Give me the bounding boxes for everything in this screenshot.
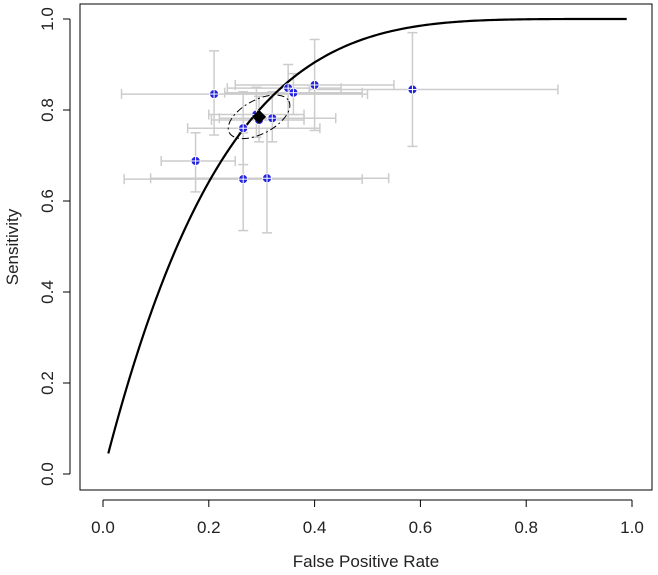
y-axis-title: Sensitivity — [3, 208, 22, 285]
y-tick-label: 0.0 — [38, 462, 57, 486]
y-axis — [63, 18, 71, 475]
study-6-point — [238, 123, 249, 134]
study-11-point — [238, 174, 249, 185]
study-4-point — [309, 80, 320, 90]
confidence-ellipse-layer — [227, 94, 291, 140]
study-10-point — [190, 156, 201, 166]
y-tick-label: 0.8 — [38, 98, 57, 122]
error-bars — [120, 31, 559, 234]
confidence-ellipse — [227, 94, 291, 140]
study-9-point — [267, 113, 278, 124]
x-tick-label: 1.0 — [620, 518, 644, 537]
study-5-error-bar — [308, 31, 559, 148]
x-axis-title: False Positive Rate — [293, 552, 439, 571]
study-1-point — [209, 89, 219, 99]
x-tick-label: 0.0 — [91, 518, 115, 537]
study-12-point — [262, 173, 272, 184]
study-9-error-bar — [218, 91, 337, 143]
plot-box — [79, 3, 653, 491]
sroc-curve — [107, 17, 627, 454]
study-6-error-bar — [186, 91, 321, 166]
x-tick-label: 0.4 — [303, 518, 327, 537]
study-3-point — [288, 87, 299, 98]
x-axis — [102, 499, 633, 507]
y-tick-label: 0.2 — [38, 371, 57, 395]
x-tick-label: 0.6 — [409, 518, 433, 537]
y-tick-labels: 0.0 0.2 0.4 0.6 0.8 1.0 — [38, 7, 57, 486]
x-tick-labels: 0.0 0.2 0.4 0.6 0.8 1.0 — [91, 518, 644, 537]
x-tick-label: 0.8 — [514, 518, 538, 537]
y-tick-label: 1.0 — [38, 7, 57, 31]
sroc-curve-layer — [107, 17, 627, 454]
study-5-point — [407, 84, 418, 95]
x-tick-label: 0.2 — [197, 518, 221, 537]
y-tick-label: 0.6 — [38, 189, 57, 213]
y-tick-label: 0.4 — [38, 280, 57, 304]
